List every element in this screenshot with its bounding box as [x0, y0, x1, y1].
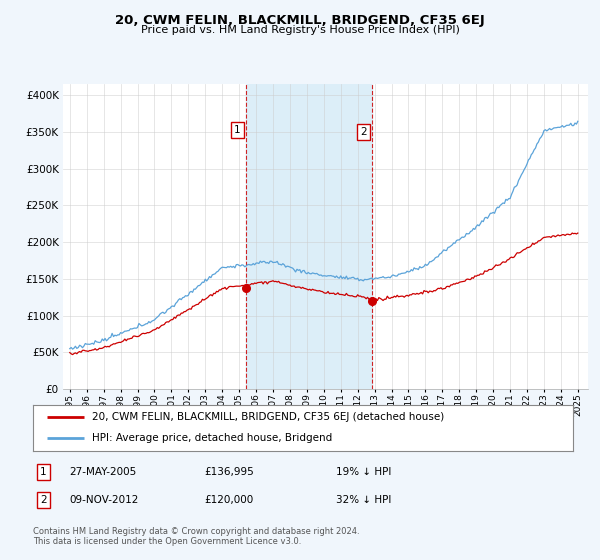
Bar [246, 84, 372, 389]
Text: 20, CWM FELIN, BLACKMILL, BRIDGEND, CF35 6EJ: 20, CWM FELIN, BLACKMILL, BRIDGEND, CF35… [115, 14, 485, 27]
Text: HPI: Average price, detached house, Bridgend: HPI: Average price, detached house, Brid… [92, 433, 332, 444]
Text: Contains HM Land Registry data © Crown copyright and database right 2024.
This d: Contains HM Land Registry data © Crown c… [33, 526, 359, 546]
Text: 1: 1 [234, 125, 241, 136]
Text: 19% ↓ HPI: 19% ↓ HPI [336, 467, 391, 477]
Text: £136,995: £136,995 [204, 467, 254, 477]
Text: 1: 1 [40, 467, 47, 477]
Text: 20, CWM FELIN, BLACKMILL, BRIDGEND, CF35 6EJ (detached house): 20, CWM FELIN, BLACKMILL, BRIDGEND, CF35… [92, 412, 445, 422]
Text: 2: 2 [360, 127, 367, 137]
Text: 32% ↓ HPI: 32% ↓ HPI [336, 495, 391, 505]
Text: 09-NOV-2012: 09-NOV-2012 [69, 495, 139, 505]
Text: Price paid vs. HM Land Registry's House Price Index (HPI): Price paid vs. HM Land Registry's House … [140, 25, 460, 35]
Text: £120,000: £120,000 [204, 495, 253, 505]
Text: 27-MAY-2005: 27-MAY-2005 [69, 467, 136, 477]
Text: 2: 2 [40, 495, 47, 505]
